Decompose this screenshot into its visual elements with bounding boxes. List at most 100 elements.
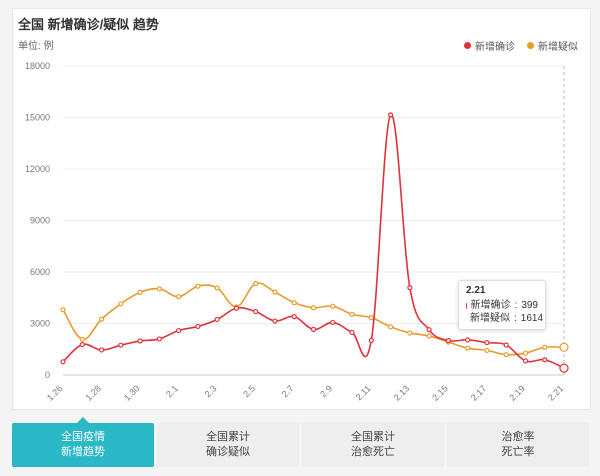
data-point-confirmed [387,112,394,118]
data-point-confirmed [137,338,143,344]
data-point-confirmed [98,347,105,353]
tab-national-cumulative-confirmed[interactable]: 全国累计 确诊疑似 [157,423,299,467]
tab-label: 治愈率 死亡率 [501,431,535,458]
data-point-suspected [503,352,509,358]
chart-legend[interactable]: 新增确诊 新增疑似 [464,38,578,53]
tab-label: 全国疫情 新增趋势 [61,431,105,458]
data-point-suspected [253,280,259,287]
data-point-suspected [407,330,413,336]
x-tick-label: 2.15 [430,383,449,402]
data-point-confirmed [195,323,201,330]
x-tick-label: 2.19 [507,383,526,402]
legend-dot-suspected [527,42,534,49]
data-point-confirmed [253,308,259,315]
y-tick-label: 0 [45,370,50,380]
x-tick-label: 2.11 [354,383,373,402]
data-point-confirmed [349,329,355,336]
data-point-confirmed [272,318,278,324]
tab-label: 全国累计 确诊疑似 [206,431,250,458]
tooltip-value-suspected: 1614 [520,313,544,324]
x-tick-label: 2.21 [546,383,565,402]
tab-recovery-death-rate[interactable]: 治愈率 死亡率 [447,423,589,467]
data-point-confirmed [522,358,529,364]
legend-item-confirmed[interactable]: 新增确诊 [464,38,515,53]
data-point-suspected [118,301,124,307]
tab-label: 全国累计 治愈死亡 [351,431,395,458]
data-point-suspected [214,285,220,291]
data-point-confirmed [310,326,317,333]
data-point-suspected [79,336,85,342]
x-tick-label: 1.28 [83,383,102,402]
data-point-confirmed [368,337,374,344]
data-point-suspected [310,305,317,311]
data-point-suspected [330,303,336,309]
tab-national-cumulative-recovered[interactable]: 全国累计 治愈死亡 [302,423,444,467]
data-point-suspected [176,294,182,300]
tooltip-value-confirmed: 399 [521,300,538,311]
y-tick-label: 3000 [30,319,50,329]
data-point-confirmed [233,305,240,311]
data-point-suspected [542,344,548,350]
tooltip-label-confirmed: 新增确诊 [470,300,511,311]
chart-tooltip: 2.21 新增确诊: 399 新增疑似: 1614 [458,280,546,330]
chart-title: 全国 新增确诊/疑似 趋势 [18,17,159,32]
tooltip-label-suspected: 新增疑似 [470,313,510,324]
x-tick-label: 2.7 [280,383,296,399]
tab-national-new-trend[interactable]: 全国疫情 新增趋势 [12,417,154,467]
y-tick-label: 12000 [25,164,50,174]
tooltip-dot-confirmed [466,302,467,309]
data-point-suspected [387,324,394,330]
data-point-suspected [559,342,569,352]
x-tick-label: 2.9 [318,383,334,399]
data-point-confirmed [465,337,471,343]
x-tick-label: 2.5 [241,383,257,399]
tooltip-title: 2.21 [466,285,486,296]
legend-label-suspected: 新增疑似 [538,42,578,53]
data-point-confirmed [214,316,220,323]
data-point-suspected [60,307,66,313]
data-point-confirmed [79,341,85,348]
legend-dot-confirmed [464,42,471,49]
chart-unit-label: 单位: 例 [18,41,54,52]
data-point-confirmed [156,336,162,342]
tab-bar: 全国疫情 新增趋势 全国累计 确诊疑似 全国累计 治愈死亡 治愈率 死亡率 [12,417,589,467]
legend-item-suspected[interactable]: 新增疑似 [527,38,578,53]
data-point-suspected [426,333,432,339]
data-point-suspected [484,347,490,354]
tooltip-colon-suspected: : [514,313,517,324]
data-point-suspected [368,315,374,321]
data-point-suspected [465,345,471,351]
x-tick-label: 1.26 [45,383,64,402]
data-point-suspected [272,289,278,295]
x-tick-label: 1.30 [122,383,141,402]
data-point-confirmed [503,342,509,348]
y-tick-label: 18000 [25,61,50,71]
data-point-suspected [98,316,105,322]
y-tick-label: 15000 [25,113,50,123]
x-tick-label: 2.17 [469,383,488,402]
tooltip-colon-confirmed: : [514,300,518,311]
data-point-confirmed [407,285,413,291]
data-point-confirmed [559,363,569,373]
data-point-confirmed [484,340,490,346]
data-point-confirmed [60,359,66,365]
data-point-confirmed [291,314,297,320]
data-point-confirmed [542,357,548,363]
line-chart[interactable]: 0 3000 6000 9000 12000 15000 18000 1.26 1.28 1.30… [0,0,600,410]
data-point-suspected [522,350,529,356]
data-point-suspected [156,286,162,292]
x-tick-label: 2.3 [203,383,219,399]
y-tick-label: 9000 [30,216,50,226]
tooltip-row-suspected: 新增疑似: 1614 [466,312,543,325]
data-point-confirmed [176,327,182,334]
data-point-confirmed [330,319,336,326]
data-point-suspected [137,289,143,295]
data-point-confirmed [426,327,432,333]
x-tick-label: 2.13 [392,383,411,402]
y-tick-label: 6000 [30,267,50,277]
data-point-confirmed [445,337,451,344]
tooltip-row-confirmed: 新增确诊: 399 [466,299,538,312]
legend-label-confirmed: 新增确诊 [475,42,515,53]
x-tick-label: 2.1 [164,383,180,399]
data-point-suspected [349,311,355,317]
